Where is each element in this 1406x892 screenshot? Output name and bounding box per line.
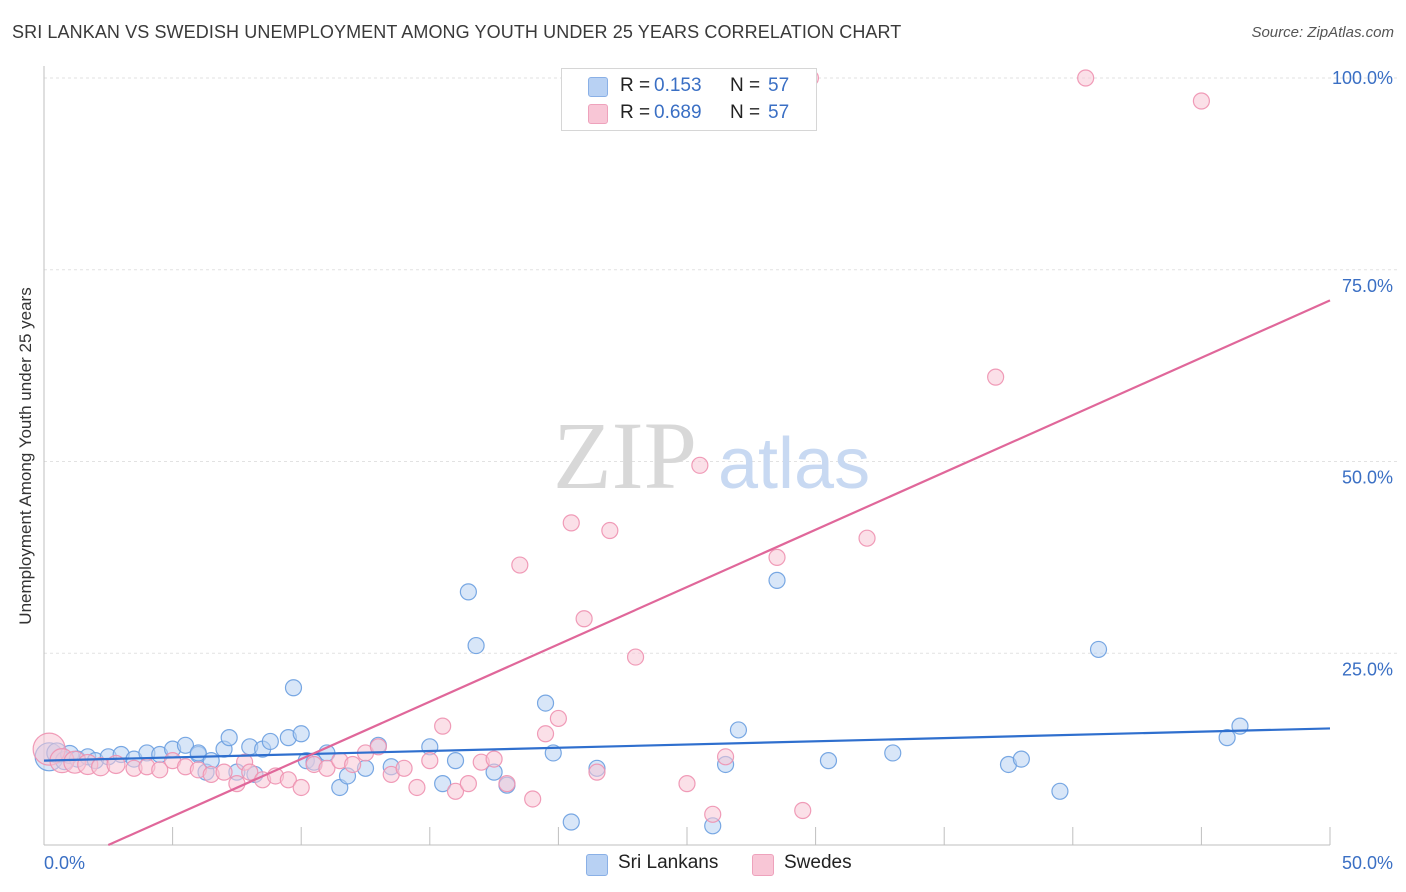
data-point-swedes: [292, 778, 310, 797]
legend-n-label: N =: [730, 102, 761, 123]
watermark-atlas: atlas: [718, 424, 870, 504]
data-point-swedes: [562, 514, 580, 532]
data-point-swedes: [369, 738, 387, 756]
data-point-sri-lankans: [536, 694, 555, 712]
data-point-sri-lankans: [220, 729, 238, 747]
data-point-swedes: [408, 778, 426, 797]
data-point-swedes: [485, 750, 503, 768]
chart-title: SRI LANKAN VS SWEDISH UNEMPLOYMENT AMONG…: [12, 22, 902, 42]
trend-layer: [43, 299, 1331, 847]
x-tick-label: 50.0%: [1342, 853, 1393, 873]
data-point-swedes: [768, 548, 786, 566]
data-point-swedes: [1192, 92, 1211, 110]
legend-r-label: R =: [620, 102, 651, 123]
data-point-swedes: [459, 775, 477, 793]
data-point-sri-lankans: [1218, 729, 1236, 747]
series-name: Swedes: [784, 852, 852, 873]
data-point-sri-lankans: [819, 752, 838, 770]
data-point-sri-lankans: [884, 744, 902, 762]
data-point-sri-lankans: [1012, 750, 1030, 768]
data-point-swedes: [704, 805, 722, 823]
x-tick-label: 0.0%: [44, 853, 85, 873]
series-name: Sri Lankans: [618, 852, 719, 873]
data-point-swedes: [446, 782, 465, 800]
watermark-zip: ZIP: [553, 402, 697, 509]
legend-n-value: 57: [768, 102, 790, 123]
data-point-sri-lankans: [292, 725, 310, 743]
data-point-swedes: [588, 763, 606, 781]
trend-line-swedes: [107, 299, 1331, 847]
grid-layer: [44, 77, 1398, 654]
legend-r-label: R =: [620, 75, 651, 96]
trend-line-sri-lankans: [43, 727, 1331, 762]
data-point-swedes: [434, 717, 452, 735]
data-point-swedes: [575, 610, 593, 628]
data-point-swedes: [691, 456, 709, 474]
data-point-swedes: [215, 763, 233, 781]
axis-layer: [43, 66, 1331, 846]
legend-n-value: 57: [768, 75, 790, 96]
y-tick-label: 25.0%: [1342, 659, 1393, 679]
data-point-swedes: [344, 755, 362, 774]
data-point-swedes: [678, 775, 696, 793]
data-point-sri-lankans: [1051, 782, 1069, 800]
data-point-sri-lankans: [459, 583, 477, 601]
data-point-swedes: [151, 761, 169, 779]
legend-r-value: 0.153: [654, 75, 702, 96]
y-tick-label: 75.0%: [1342, 276, 1393, 296]
data-point-sri-lankans: [1089, 640, 1108, 659]
data-point-sri-lankans: [434, 775, 452, 793]
data-point-swedes: [716, 748, 735, 766]
data-point-sri-lankans: [176, 736, 195, 754]
data-point-sri-lankans: [562, 813, 580, 831]
data-point-sri-lankans: [261, 732, 279, 751]
data-point-swedes: [987, 368, 1005, 386]
data-point-swedes: [794, 801, 812, 820]
source-label: Source: ZipAtlas.com: [1251, 24, 1394, 41]
data-point-swedes: [498, 775, 516, 793]
data-point-swedes: [549, 709, 568, 728]
data-point-swedes: [279, 771, 297, 789]
y-tick-label: 100.0%: [1332, 68, 1393, 88]
data-point-swedes: [1077, 69, 1095, 87]
tick-label-layer: 25.0% 50.0% 75.0% 100.0% 0.0% 50.0%: [44, 68, 1393, 873]
data-point-sri-lankans: [446, 752, 465, 770]
data-point-swedes: [241, 763, 259, 781]
data-point-swedes: [421, 752, 439, 770]
data-point-swedes: [626, 648, 645, 666]
data-point-swedes: [858, 529, 876, 547]
data-point-swedes: [511, 556, 529, 574]
legend-n-label: N =: [730, 75, 761, 96]
data-point-swedes: [395, 759, 413, 777]
y-axis-title: Unemployment Among Youth under 25 years: [16, 287, 35, 625]
legend-r-value: 0.689: [654, 102, 702, 123]
legend-swatch-blue: [588, 77, 608, 97]
data-point-sri-lankans: [729, 721, 748, 739]
series-swatch-blue: [586, 854, 608, 876]
legend-swatch-pink: [588, 104, 608, 124]
data-point-sri-lankans: [768, 571, 786, 589]
data-point-swedes: [536, 725, 555, 743]
data-point-swedes: [318, 759, 336, 777]
y-tick-label: 50.0%: [1342, 468, 1393, 488]
data-point-sri-lankans: [284, 679, 303, 697]
series-swatch-pink: [752, 854, 774, 876]
data-point-swedes: [601, 521, 619, 540]
correlation-legend: R = 0.153 N = 57 R = 0.689 N = 57: [561, 68, 817, 131]
data-point-sri-lankans: [467, 636, 485, 655]
data-point-swedes: [524, 790, 542, 808]
